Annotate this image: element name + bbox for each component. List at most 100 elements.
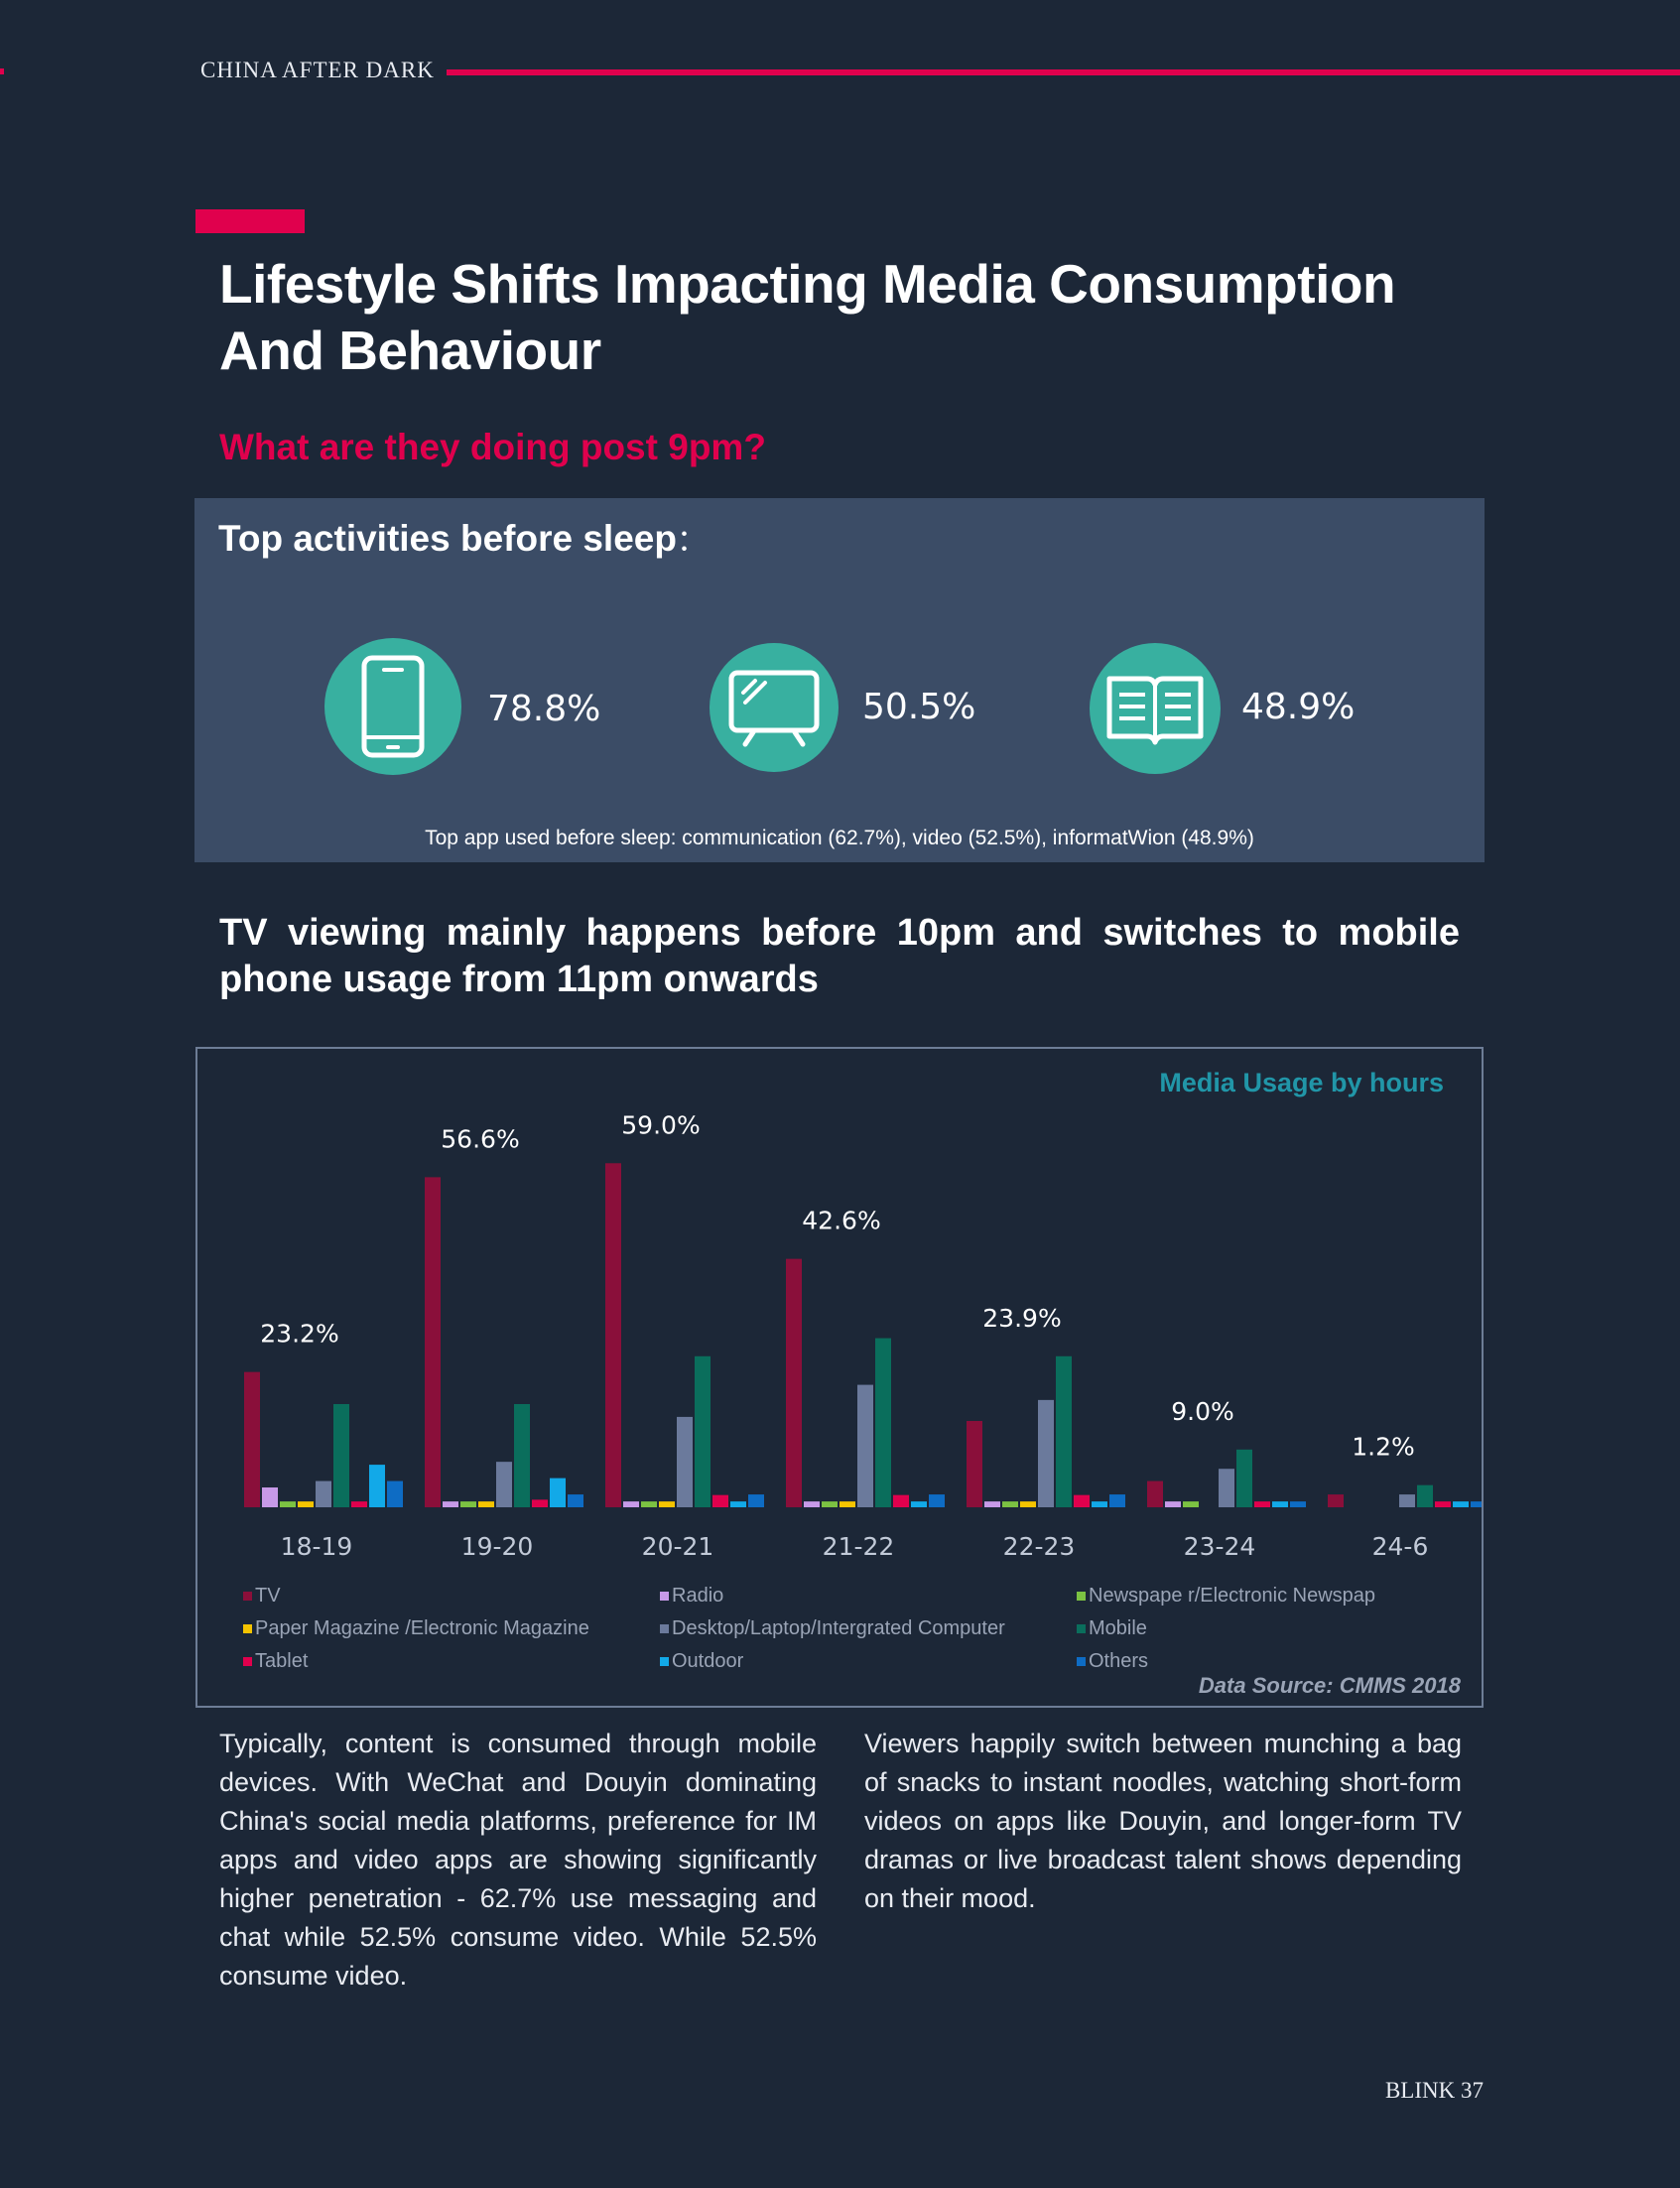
bar-21-22-5: [857, 1384, 873, 1507]
bar-19-20-1: [425, 1177, 441, 1507]
data-label: 23.9%: [982, 1304, 1061, 1333]
chart-section-heading: TV viewing mainly happens before 10pm an…: [219, 912, 1460, 1000]
bar-24-6-7: [1435, 1501, 1451, 1507]
legend-label: Others: [1089, 1650, 1149, 1672]
bar-23-24-3: [1183, 1501, 1199, 1507]
legend-label: Tablet: [255, 1650, 309, 1672]
x-tick-label: 20-21: [642, 1532, 714, 1561]
bar-20-21-5: [677, 1416, 693, 1507]
legend-item: Outdoor: [660, 1650, 743, 1673]
bar-18-19-8: [369, 1465, 385, 1507]
legend-swatch: [660, 1657, 669, 1666]
bar-23-24-6: [1236, 1449, 1252, 1507]
media-usage-chart: 18-19 23.2% 19-20 56.6% 20-21 59.0% 21-22 42.6%…: [244, 1110, 1482, 1561]
bar-23-24-1: [1147, 1480, 1163, 1507]
chart-title: Media Usage by hours: [1159, 1068, 1444, 1097]
bar-24-6-1: [1328, 1494, 1344, 1507]
bar-18-19-5: [316, 1480, 331, 1507]
data-source: Data Source: CMMS 2018: [1198, 1673, 1461, 1698]
bar-24-6-6: [1417, 1484, 1433, 1507]
activity-value-phone: 78.8%: [487, 689, 601, 729]
legend-label: Radio: [672, 1585, 724, 1607]
bar-24-6-8: [1453, 1501, 1469, 1507]
bar-18-19-4: [298, 1501, 314, 1507]
bar-22-23-5: [1038, 1399, 1054, 1507]
legend-swatch: [1077, 1592, 1086, 1601]
data-label: 9.0%: [1171, 1397, 1234, 1426]
activities-heading-colon: ：: [676, 525, 707, 558]
bar-23-24-8: [1272, 1501, 1288, 1507]
bar-19-20-4: [478, 1501, 494, 1507]
x-tick-label: 19-20: [461, 1532, 534, 1561]
bar-22-23-4: [1020, 1501, 1036, 1507]
bar-20-21-3: [641, 1501, 657, 1507]
bar-22-23-7: [1074, 1494, 1090, 1507]
header-rule: [447, 69, 1680, 75]
bar-19-20-8: [550, 1478, 566, 1507]
legend-swatch: [660, 1624, 669, 1633]
bar-21-22-4: [840, 1501, 855, 1507]
header-left-mark: [0, 68, 4, 74]
bar-19-20-7: [532, 1499, 548, 1507]
page-folio: BLINK 37: [1384, 2078, 1484, 2103]
bar-18-19-6: [333, 1403, 349, 1507]
bar-24-6-5: [1399, 1494, 1415, 1507]
bar-21-22-3: [822, 1501, 838, 1507]
title-accent-bar: [195, 209, 305, 233]
bar-24-6-9: [1471, 1501, 1482, 1507]
bar-19-20-3: [460, 1501, 476, 1507]
bar-23-24-2: [1165, 1501, 1181, 1507]
bar-18-19-2: [262, 1487, 278, 1507]
legend-item: Others: [1077, 1650, 1148, 1673]
running-title: CHINA AFTER DARK: [200, 58, 435, 82]
legend-label: Outdoor: [672, 1650, 744, 1672]
bar-22-23-9: [1109, 1494, 1125, 1507]
x-tick-label: 21-22: [823, 1532, 895, 1561]
bar-21-22-8: [911, 1501, 927, 1507]
bar-21-22-2: [804, 1501, 820, 1507]
legend-swatch: [1077, 1657, 1086, 1666]
bar-23-24-5: [1219, 1469, 1234, 1507]
legend-swatch: [243, 1657, 252, 1666]
bar-20-21-6: [695, 1355, 711, 1507]
legend-swatch: [660, 1592, 669, 1601]
legend-item: Mobile: [1077, 1617, 1147, 1640]
bar-21-22-7: [893, 1494, 909, 1507]
bar-23-24-9: [1290, 1501, 1306, 1507]
legend-label: Desktop/Laptop/Intergrated Computer: [672, 1617, 1005, 1639]
activity-value-tv: 50.5%: [862, 687, 976, 727]
bar-20-21-1: [605, 1163, 621, 1507]
legend-label: Mobile: [1089, 1617, 1147, 1639]
legend-item: Desktop/Laptop/Intergrated Computer: [660, 1617, 1005, 1640]
smartphone-icon: [324, 638, 461, 775]
legend-swatch: [243, 1624, 252, 1633]
bar-19-20-2: [443, 1501, 458, 1507]
legend-swatch: [243, 1592, 252, 1601]
activities-heading: Top activities before sleep：: [218, 518, 707, 559]
data-label: 23.2%: [260, 1320, 338, 1349]
bar-20-21-4: [659, 1501, 675, 1507]
bar-18-19-3: [280, 1501, 296, 1507]
bar-23-24-7: [1254, 1501, 1270, 1507]
legend-item: Tablet: [243, 1650, 308, 1673]
data-label: 59.0%: [621, 1110, 700, 1139]
legend-item: Newspape r/Electronic Newspap: [1077, 1585, 1375, 1608]
x-tick-label: 24-6: [1372, 1532, 1429, 1561]
bar-18-19-1: [244, 1371, 260, 1507]
bar-22-23-1: [967, 1421, 982, 1507]
body-text-right: Viewers happily switch between munching …: [864, 1729, 1462, 1913]
bar-22-23-2: [984, 1501, 1000, 1507]
bar-20-21-7: [712, 1494, 728, 1507]
bar-18-19-7: [351, 1501, 367, 1507]
x-tick-label: 22-23: [1003, 1532, 1076, 1561]
legend-item: Paper Magazine /Electronic Magazine: [243, 1617, 589, 1640]
bar-21-22-9: [929, 1494, 945, 1507]
bar-22-23-8: [1092, 1501, 1107, 1507]
top-app-note: Top app used before sleep: communication…: [425, 827, 1254, 849]
data-label: 42.6%: [802, 1207, 880, 1235]
x-tick-label: 23-24: [1184, 1532, 1256, 1561]
bar-22-23-3: [1002, 1501, 1018, 1507]
legend-swatch: [1077, 1624, 1086, 1633]
bar-19-20-9: [568, 1494, 583, 1507]
bar-22-23-6: [1056, 1355, 1072, 1507]
